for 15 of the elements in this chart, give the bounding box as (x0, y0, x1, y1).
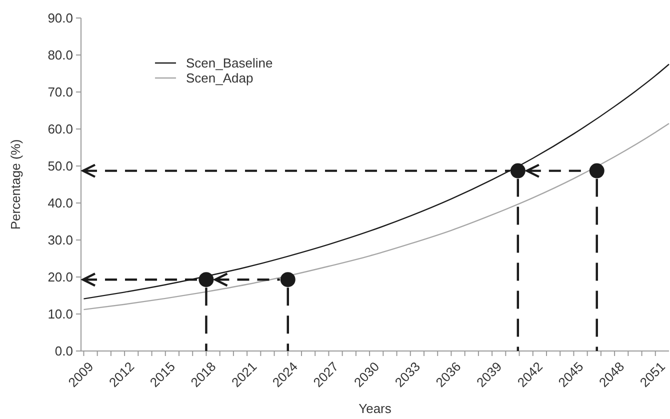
y-tick-label: 80.0 (48, 48, 73, 63)
y-tick-label: 0.0 (54, 344, 73, 359)
y-axis-title: Percentage (%) (8, 139, 23, 230)
y-tick-label: 10.0 (48, 306, 73, 322)
y-tick-label: 50.0 (48, 158, 73, 174)
y-tick-label: 60.0 (48, 122, 73, 137)
y-tick-label: 30.0 (48, 232, 73, 248)
y-tick-label: 90.0 (48, 10, 73, 26)
y-tick-label: 20.0 (48, 270, 73, 285)
y-tick-label: 70.0 (48, 84, 73, 100)
x-axis-title: Years (358, 401, 392, 416)
y-tick-label: 40.0 (48, 196, 73, 211)
line-series (83, 122, 670, 310)
legend-label: Scen_Baseline (186, 56, 273, 71)
legend-label: Scen_Adap (186, 70, 254, 86)
